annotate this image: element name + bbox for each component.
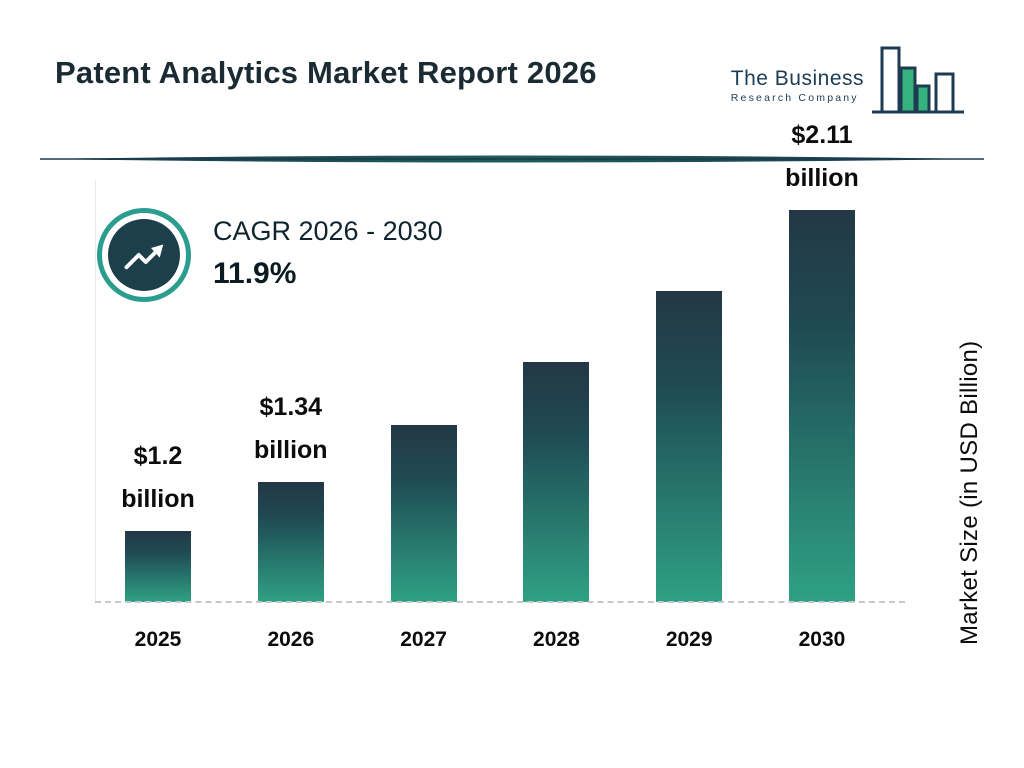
- bar-chart: $1.2 billion $1.34 billion $2.11 billion 2025…: [95, 121, 905, 664]
- x-tick-label-2025: 2025: [134, 628, 182, 651]
- bar-group-2030: $2.11 billion: [785, 114, 859, 602]
- bar-2028: [523, 362, 590, 602]
- y-axis-line: [95, 180, 96, 603]
- header-divider: [40, 152, 984, 166]
- x-tick-label-2029: 2029: [665, 628, 713, 651]
- bar-group-2028: [523, 362, 590, 602]
- bars-row: $1.2 billion $1.34 billion $2.11 billion: [121, 121, 859, 602]
- logo-subname: Research Company: [730, 92, 859, 104]
- trend-up-icon: [108, 219, 180, 291]
- bar-value-label: $1.2 billion: [121, 442, 195, 513]
- cagr-value: 11.9%: [213, 257, 297, 290]
- y-axis-title: Market Size (in USD Billion): [956, 340, 983, 645]
- x-tick-label-2026: 2026: [267, 628, 315, 651]
- cagr-text: CAGR 2026 - 2030 11.9%: [213, 216, 443, 291]
- x-tick-label-2030: 2030: [798, 628, 846, 651]
- x-axis-labels: 2025 2026 2027 2028 2029 2030: [125, 628, 855, 652]
- bar-value-label: $1.34 billion: [253, 393, 328, 464]
- company-logo-text: The Business Research Company: [731, 67, 864, 104]
- company-logo: The Business Research Company: [731, 42, 964, 129]
- page-title: Patent Analytics Market Report 2026: [55, 55, 597, 90]
- bar-2026: [257, 482, 324, 602]
- bar-2029: [656, 291, 723, 602]
- bar-2030: [788, 210, 855, 602]
- logo-name: The Business: [730, 67, 864, 90]
- cagr-block: CAGR 2026 - 2030 11.9%: [97, 208, 443, 302]
- bar-2027: [390, 425, 457, 602]
- bar-group-2026: $1.34 billion: [254, 386, 328, 602]
- bar-2025: [125, 531, 191, 602]
- bar-group-2029: [656, 291, 723, 602]
- cagr-label: CAGR 2026 - 2030: [213, 216, 443, 246]
- x-axis-baseline: [95, 601, 905, 603]
- bar-group-2027: [390, 425, 457, 602]
- bar-chart-logo-icon: [872, 42, 964, 129]
- x-tick-label-2028: 2028: [533, 628, 580, 651]
- bar-value-label: $2.11 billion: [785, 121, 859, 192]
- x-tick-label-2027: 2027: [400, 628, 447, 651]
- cagr-badge: [97, 208, 191, 302]
- bar-group-2025: $1.2 billion: [121, 435, 195, 602]
